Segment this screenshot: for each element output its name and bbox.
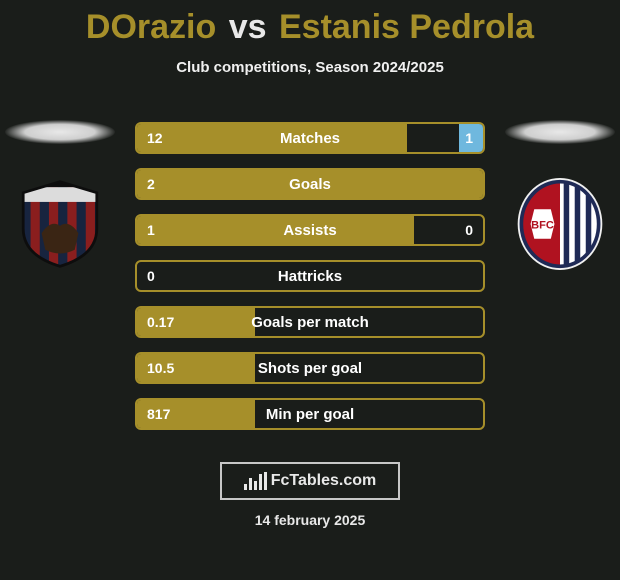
stat-value-left: 0.17 [147,314,174,330]
site-logo-text: FcTables.com [271,472,377,490]
team-left-crest-icon [14,178,106,270]
stat-value-left: 1 [147,222,155,238]
stat-row: 2 Goals [135,168,485,200]
player2-name: Estanis Pedrola [279,8,534,46]
stat-row: 12 Matches 1 [135,122,485,154]
stat-label: Goals per match [251,314,369,331]
stat-row: 0 Hattricks [135,260,485,292]
barchart-icon [244,472,267,490]
player1-name: DOrazio [86,8,216,46]
stat-row: 817 Min per goal [135,398,485,430]
stat-value-left: 10.5 [147,360,174,376]
stat-label: Shots per goal [258,360,362,377]
player-silhouette-shadow [505,120,615,144]
stat-value-left: 0 [147,268,155,284]
footer-date: 14 february 2025 [255,512,366,528]
stat-row: 10.5 Shots per goal [135,352,485,384]
team-right-column: BFC [500,120,620,270]
subtitle: Club competitions, Season 2024/2025 [0,59,620,76]
stat-label: Hattricks [278,268,342,285]
stat-label: Min per goal [266,406,354,423]
comparison-title: DOrazio vs Estanis Pedrola [0,0,620,47]
stat-row: 1 Assists 0 [135,214,485,246]
player-silhouette-shadow [5,120,115,144]
team-right-crest-icon: BFC [514,178,606,270]
stat-value-left: 12 [147,130,163,146]
stat-label: Assists [283,222,336,239]
vs-separator: vs [229,8,267,46]
stat-value-right: 0 [465,222,473,238]
stat-value-left: 2 [147,176,155,192]
stat-value-right: 1 [465,130,473,146]
site-logo: FcTables.com [220,462,400,500]
svg-text:BFC: BFC [531,220,554,232]
stat-label: Goals [289,176,331,193]
stat-value-left: 817 [147,406,170,422]
stats-comparison-chart: 12Matches12Goals1Assists00Hattricks0.17G… [135,122,485,430]
stat-label: Matches [280,130,340,147]
stat-bar-left [137,124,407,152]
team-left-column [0,120,120,270]
stat-row: 0.17 Goals per match [135,306,485,338]
stat-bar-left [137,216,414,244]
